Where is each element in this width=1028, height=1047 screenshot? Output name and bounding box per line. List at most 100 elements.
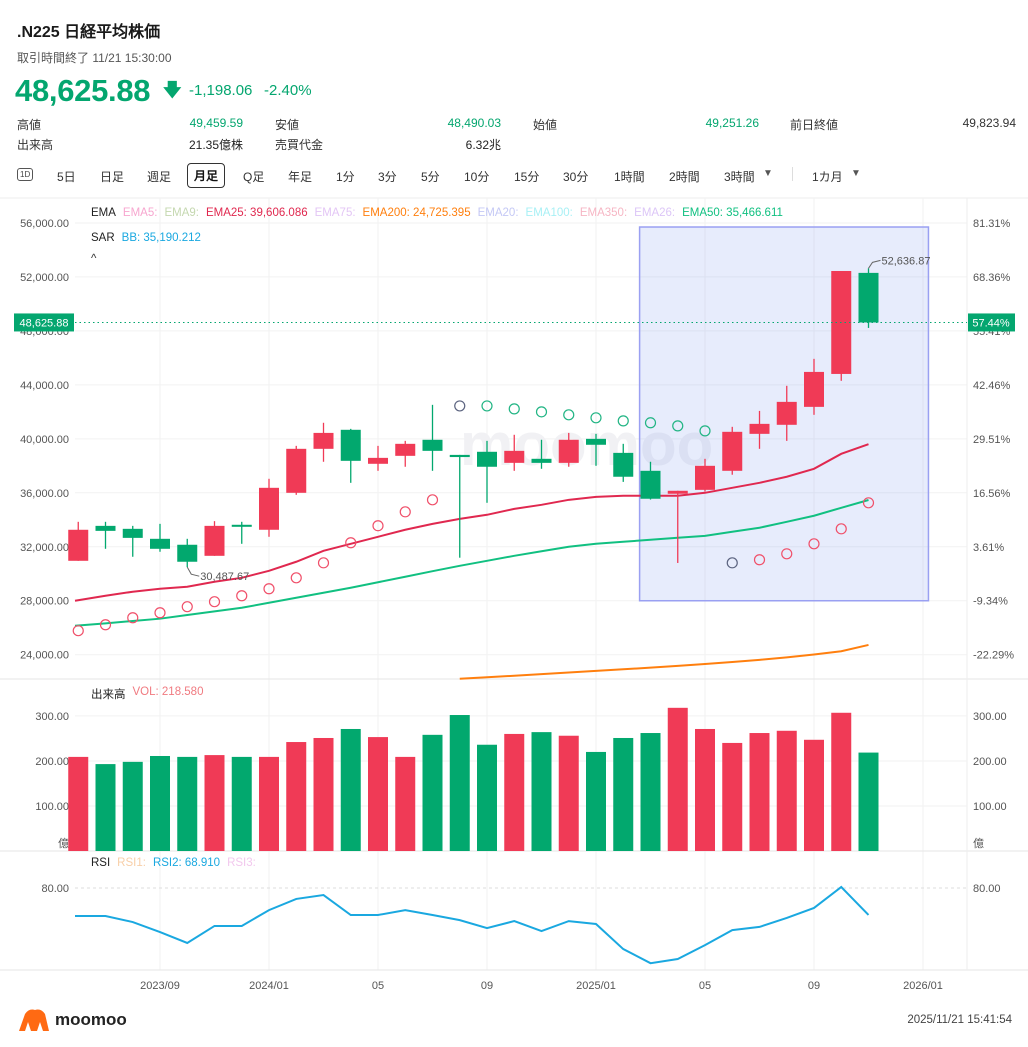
candle[interactable] bbox=[695, 465, 715, 490]
candle[interactable] bbox=[640, 470, 661, 499]
ema200-line bbox=[459, 643, 869, 680]
candle[interactable] bbox=[68, 529, 89, 561]
candle[interactable] bbox=[204, 525, 225, 556]
volume-bar bbox=[259, 756, 279, 851]
timeframe-10[interactable]: 15分 bbox=[514, 170, 540, 184]
volume-bar bbox=[449, 715, 470, 851]
1d-icon[interactable]: 1D bbox=[17, 168, 34, 181]
rsi-title[interactable]: RSI bbox=[91, 857, 111, 869]
timeframe-7[interactable]: 3分 bbox=[378, 170, 397, 184]
candle[interactable] bbox=[122, 528, 143, 538]
timeframe-14[interactable]: 3時間 bbox=[724, 170, 755, 184]
volume-bar bbox=[640, 733, 661, 851]
stat-value: 6.32兆 bbox=[465, 138, 501, 152]
market-status: 取引時間終了 11/21 15:30:00 bbox=[17, 51, 172, 65]
vol-unit-right: 億 bbox=[973, 837, 984, 850]
ema-legend-item: EMA26: bbox=[634, 207, 676, 219]
candle[interactable] bbox=[340, 429, 361, 461]
sar-dot bbox=[290, 572, 302, 584]
sar-dot bbox=[72, 625, 84, 637]
timeframe-13[interactable]: 2時間 bbox=[669, 170, 700, 184]
sar-dot bbox=[508, 403, 520, 415]
candle[interactable] bbox=[313, 432, 334, 449]
sar-dot bbox=[399, 506, 411, 518]
sar-dot bbox=[317, 557, 330, 569]
candle[interactable] bbox=[231, 524, 252, 527]
candle[interactable] bbox=[613, 452, 634, 477]
timeframe-12[interactable]: 1時間 bbox=[614, 170, 645, 184]
candle[interactable] bbox=[449, 454, 470, 458]
candle[interactable] bbox=[504, 450, 525, 463]
y-tick-label: 32,000.00 bbox=[20, 542, 69, 554]
candle[interactable] bbox=[586, 438, 606, 445]
volume-bar bbox=[477, 744, 497, 851]
timeframe-2[interactable]: 週足 bbox=[147, 170, 172, 184]
candle[interactable] bbox=[95, 525, 116, 531]
x-tick-label: 05 bbox=[699, 980, 711, 992]
timeframe-9[interactable]: 10分 bbox=[464, 170, 490, 184]
candle[interactable] bbox=[722, 431, 743, 471]
candle[interactable] bbox=[667, 490, 688, 494]
candle[interactable] bbox=[395, 443, 416, 456]
timeframe-3-active[interactable]: 月足 bbox=[187, 163, 226, 188]
candle[interactable] bbox=[368, 457, 388, 464]
timeframe-0[interactable]: 5日 bbox=[57, 170, 76, 184]
volume-bar bbox=[749, 733, 770, 851]
stat-label: 出来高 bbox=[17, 138, 54, 152]
candle[interactable] bbox=[749, 423, 770, 434]
timeframe-1[interactable]: 日足 bbox=[100, 170, 125, 184]
ema-legend-item: EMA75: bbox=[314, 207, 356, 219]
candle[interactable] bbox=[776, 401, 797, 425]
pct-tick-label: -22.29% bbox=[973, 650, 1014, 662]
sar-dot bbox=[699, 425, 711, 437]
volume-bar bbox=[858, 752, 879, 851]
candle[interactable] bbox=[259, 487, 279, 530]
sar-dot bbox=[481, 400, 493, 412]
candle[interactable] bbox=[558, 439, 579, 463]
ema-title[interactable]: EMA bbox=[91, 207, 116, 219]
volume-bar bbox=[586, 751, 606, 851]
sar-dot bbox=[590, 412, 602, 424]
last-price-badge-text: 48,625.88 bbox=[20, 317, 69, 329]
volume-bar bbox=[286, 742, 307, 851]
high-label: 52,636.87 bbox=[882, 255, 931, 267]
stat-value: 49,823.94 bbox=[962, 116, 1016, 130]
timeframe-8[interactable]: 5分 bbox=[421, 170, 440, 184]
volume-bar bbox=[558, 735, 579, 851]
sar-dot bbox=[236, 590, 248, 602]
rsi-tick-label-right: 80.00 bbox=[973, 883, 1001, 895]
candle[interactable] bbox=[150, 538, 170, 549]
sar-dot bbox=[454, 400, 466, 412]
sar-title[interactable]: SAR bbox=[91, 232, 115, 244]
caret-down-icon[interactable]: ▼ bbox=[851, 168, 861, 179]
x-tick-label: 2023/09 bbox=[140, 980, 180, 992]
caret-down-icon[interactable]: ▼ bbox=[763, 168, 773, 179]
vol-tick-label: 300.00 bbox=[35, 711, 69, 723]
timeframe-5[interactable]: 年足 bbox=[288, 170, 313, 184]
timeframe-6[interactable]: 1分 bbox=[336, 170, 355, 184]
candle[interactable] bbox=[477, 451, 497, 467]
low-leader bbox=[186, 566, 200, 577]
sar-dot bbox=[426, 494, 439, 506]
stat-label: 安値 bbox=[275, 118, 300, 132]
range-select[interactable]: 1カ月 bbox=[812, 170, 843, 184]
candle[interactable] bbox=[177, 544, 198, 562]
volume-bar bbox=[340, 728, 361, 851]
stat-label: 前日終値 bbox=[790, 118, 839, 132]
volume-bar bbox=[122, 761, 143, 851]
candle[interactable] bbox=[531, 458, 552, 463]
collapse-icon[interactable]: ^ bbox=[91, 253, 97, 265]
pct-tick-label: 81.31% bbox=[973, 218, 1011, 230]
candle[interactable] bbox=[804, 371, 824, 407]
timeframe-11[interactable]: 30分 bbox=[563, 170, 589, 184]
sar-dot bbox=[808, 538, 820, 550]
vol-title[interactable]: 出来高 bbox=[91, 689, 126, 701]
last-pct-badge bbox=[968, 313, 1015, 332]
candle[interactable] bbox=[858, 272, 879, 323]
volume-bar bbox=[695, 728, 715, 851]
candle[interactable] bbox=[286, 448, 307, 493]
moomoo-logo: moomoo bbox=[17, 1008, 127, 1032]
timeframe-4[interactable]: Q足 bbox=[243, 170, 265, 184]
candle[interactable] bbox=[422, 439, 443, 451]
